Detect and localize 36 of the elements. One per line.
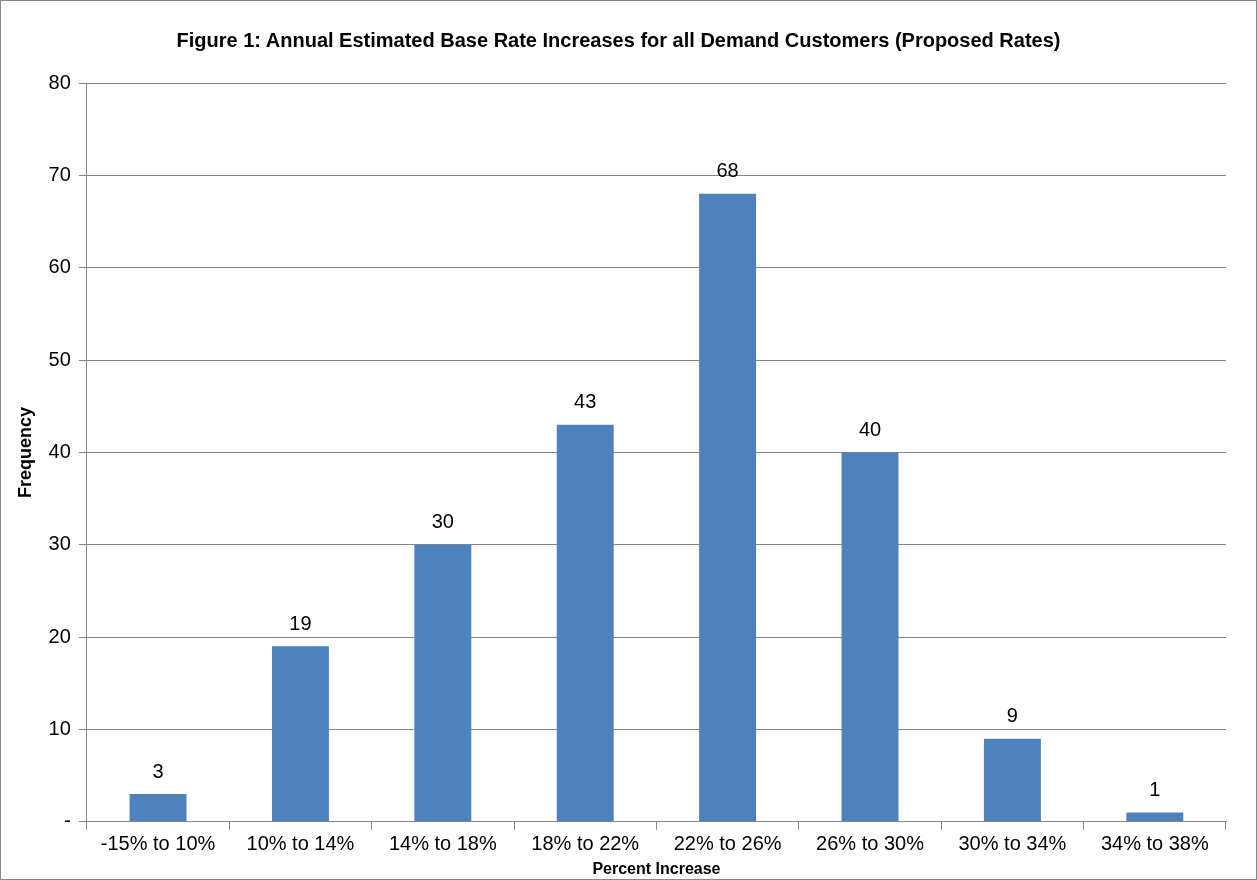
data-label: 40 <box>858 417 882 440</box>
bar <box>841 452 899 822</box>
data-label: 43 <box>574 390 597 413</box>
bar <box>129 794 187 822</box>
bar <box>983 738 1041 822</box>
x-tick-label: 26% to 30% <box>816 832 925 855</box>
y-axis-title: Frequency <box>14 406 35 498</box>
y-tick-label: 30 <box>48 532 71 555</box>
y-tick-label: - <box>64 809 71 832</box>
y-tick-label: 50 <box>48 347 71 370</box>
x-tick-label: 34% to 38% <box>1100 832 1209 855</box>
bar <box>556 424 614 822</box>
y-tick-label: 20 <box>48 624 71 647</box>
x-tick-label: 22% to 26% <box>673 832 782 855</box>
x-tick-label: -15% to 10% <box>100 832 216 855</box>
bar <box>271 646 329 822</box>
data-label: 3 <box>152 759 164 782</box>
bar <box>414 544 472 822</box>
y-tick-label: 60 <box>48 255 71 278</box>
x-tick-label: 30% to 34% <box>958 832 1067 855</box>
x-axis-title: Percent Increase <box>592 859 721 877</box>
y-tick-label: 70 <box>48 162 71 185</box>
data-label: 9 <box>1006 704 1018 727</box>
x-tick-label: 10% to 14% <box>246 832 355 855</box>
chart-title: Figure 1: Annual Estimated Base Rate Increases for all Demand Customers (Proposed Rates) <box>176 28 1061 51</box>
y-tick-label: 10 <box>48 716 71 739</box>
x-tick-label: 18% to 22% <box>531 832 640 855</box>
bar <box>1126 812 1184 822</box>
data-label: 1 <box>1149 778 1161 801</box>
y-tick-label: 40 <box>48 439 71 462</box>
bar <box>699 193 757 822</box>
data-label: 19 <box>289 611 312 634</box>
data-label: 68 <box>716 159 739 182</box>
y-tick-label: 80 <box>48 70 71 93</box>
x-tick-label: 14% to 18% <box>388 832 497 855</box>
data-label: 30 <box>431 510 454 533</box>
